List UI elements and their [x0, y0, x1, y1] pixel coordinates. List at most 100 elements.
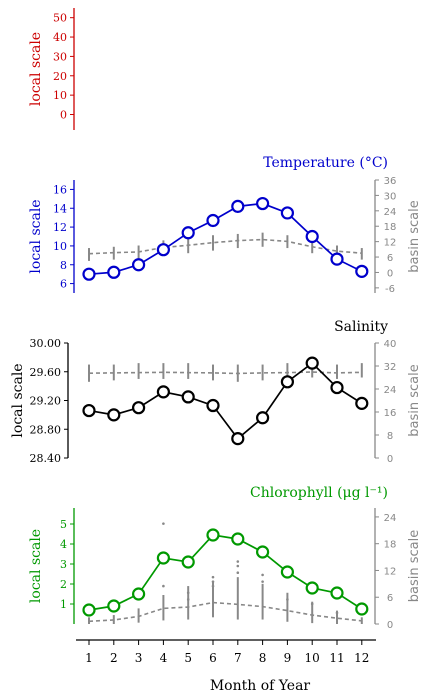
local-data-point — [82, 403, 96, 418]
right-tick-label: 0 — [387, 620, 393, 631]
right-tick-label: 16 — [384, 408, 397, 419]
basin-outlier-point — [162, 522, 165, 525]
right-tick-label: 24 — [384, 207, 397, 218]
basin-outlier-point — [211, 584, 215, 588]
left-tick-label: 4 — [60, 538, 67, 551]
local-series — [82, 528, 369, 617]
x-tick-label: 2 — [110, 651, 118, 665]
panel-title: Temperature (°C) — [263, 155, 388, 171]
left-tick-label: 5 — [60, 518, 67, 531]
left-tick-label: 29.20 — [30, 395, 62, 408]
local-data-point — [107, 265, 121, 279]
local-data-point — [305, 356, 319, 370]
left-tick-label: 50 — [53, 12, 67, 25]
local-data-point — [206, 213, 220, 228]
basin-outlier-point — [335, 611, 339, 615]
x-tick-label: 5 — [184, 651, 192, 665]
local-series-line — [88, 534, 363, 611]
local-data-point — [107, 408, 121, 422]
local-data-point — [330, 252, 344, 266]
left-tick-label: 10 — [53, 240, 67, 253]
local-data-point — [330, 380, 344, 395]
left-tick-label: 30 — [53, 50, 67, 63]
local-data-point — [206, 398, 220, 413]
local-data-point — [355, 264, 369, 278]
right-axis-label: basin scale — [407, 530, 422, 602]
basin-outlier-point — [236, 564, 240, 568]
local-series-line — [88, 202, 363, 276]
left-tick-label: 16 — [53, 183, 67, 196]
basin-series — [88, 522, 363, 624]
right-tick-label: 8 — [387, 431, 393, 442]
right-tick-label: 12 — [384, 566, 397, 577]
local-data-point — [156, 243, 170, 257]
left-tick-label: 3 — [60, 558, 67, 571]
basin-outlier-point — [261, 573, 264, 577]
local-data-point — [256, 545, 270, 559]
local-data-point — [305, 581, 319, 595]
basin-outlier-point — [211, 580, 215, 583]
x-tick-label: 7 — [234, 651, 242, 665]
left-tick-label: 12 — [53, 221, 67, 234]
local-data-point — [206, 528, 220, 542]
left-tick-label: 40 — [53, 31, 67, 44]
left-tick-label: 10 — [53, 89, 67, 102]
left-tick-label: 0 — [60, 109, 67, 122]
local-data-point — [256, 196, 270, 211]
left-tick-label: 2 — [60, 578, 67, 591]
chart-panel-3: Salinity 28.40 28.80 29.20 29.60 30.00 local s… — [10, 319, 422, 465]
x-axis: 1 2 3 4 5 6 7 8 9 10 11 12 — [76, 639, 376, 665]
left-axis-label: local scale — [28, 529, 44, 603]
basin-series-line — [88, 238, 362, 255]
right-tick-label: 18 — [384, 540, 397, 551]
right-tick-label: 24 — [384, 385, 397, 396]
right-tick-label: 30 — [384, 191, 397, 202]
basin-series-line — [88, 371, 362, 375]
basin-outlier-point — [211, 575, 215, 579]
basin-outlier-point — [186, 591, 190, 595]
right-tick-label: 12 — [384, 238, 397, 249]
x-tick-label: 9 — [284, 651, 292, 665]
left-tick-label: 30.00 — [30, 337, 62, 350]
local-data-point — [231, 532, 245, 546]
right-axis-label: basin scale — [407, 200, 422, 272]
right-tick-label: 36 — [384, 176, 397, 187]
local-data-point — [132, 258, 146, 272]
left-tick-label: 20 — [53, 70, 67, 83]
local-data-point — [256, 411, 270, 425]
x-axis-label: Month of Year — [210, 678, 311, 694]
basin-outlier-point — [236, 571, 240, 574]
basin-outlier-point — [236, 560, 240, 563]
local-data-point — [355, 602, 369, 616]
x-tick-label: 8 — [259, 651, 267, 665]
right-tick-label: -6 — [385, 284, 395, 295]
left-tick-label: 8 — [60, 259, 67, 272]
local-data-point — [132, 401, 146, 415]
local-series — [82, 196, 369, 281]
x-tick-label: 10 — [305, 651, 320, 665]
right-tick-label: 6 — [387, 593, 393, 604]
basin-outlier-point — [261, 580, 264, 583]
local-series-line — [88, 362, 363, 440]
chart-panel-2: Temperature (°C) 6 8 10 12 14 16 local scale -6 0… — [28, 155, 422, 295]
local-data-point — [181, 226, 195, 240]
right-tick-label: 24 — [384, 513, 397, 524]
local-data-point — [231, 431, 245, 446]
panel-title: Salinity — [334, 319, 388, 335]
basin-series — [88, 232, 363, 261]
local-data-point — [355, 396, 369, 410]
local-data-point — [231, 199, 245, 213]
left-tick-label: 28.80 — [30, 423, 62, 436]
local-data-point — [82, 267, 96, 281]
left-axis-label: local scale — [10, 363, 26, 437]
left-tick-label: 6 — [60, 278, 67, 291]
panel-title: Chlorophyll (μg l⁻¹) — [250, 485, 388, 501]
right-tick-label: 32 — [384, 362, 397, 373]
x-tick-label: 1 — [85, 651, 93, 665]
left-axis-label: local scale — [28, 32, 44, 106]
right-tick-label: 6 — [387, 253, 393, 264]
basin-outlier-point — [162, 584, 165, 588]
